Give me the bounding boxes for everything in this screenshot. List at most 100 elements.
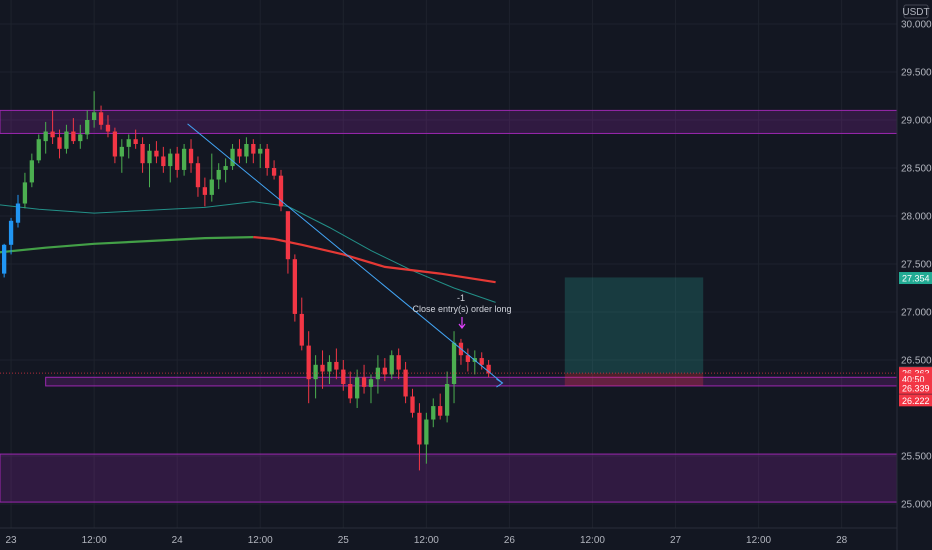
price-tag-label: 27.354 <box>902 274 930 284</box>
price-tick-label: 26.500 <box>901 356 932 367</box>
candle-body[interactable] <box>216 169 221 180</box>
candle-body[interactable] <box>175 153 180 170</box>
time-tick-label: 24 <box>172 535 184 546</box>
currency-badge[interactable] <box>903 4 929 19</box>
candle-body[interactable] <box>410 396 415 413</box>
candle-body[interactable] <box>348 384 353 399</box>
candle-body[interactable] <box>71 131 76 142</box>
candle-body[interactable] <box>78 134 83 142</box>
price-tag-label: 26.222 <box>902 396 930 406</box>
time-tick-label: 12:00 <box>580 535 605 546</box>
trendline-segment[interactable] <box>187 123 503 384</box>
candle-body[interactable] <box>223 166 228 170</box>
candle-body[interactable] <box>396 355 401 370</box>
candle-body[interactable] <box>133 139 138 144</box>
candle-body[interactable] <box>375 367 381 380</box>
candle-body[interactable] <box>147 150 152 164</box>
ma-slow-line-rising <box>0 236 254 254</box>
candle-body[interactable] <box>15 203 21 223</box>
candle-body[interactable] <box>265 148 270 168</box>
candle-body[interactable] <box>29 160 34 183</box>
candle-body[interactable] <box>320 364 325 372</box>
candle-body[interactable] <box>91 112 97 120</box>
candle-body[interactable] <box>292 259 297 314</box>
order-close-text: Close entry(s) order long <box>412 304 511 314</box>
candle-body[interactable] <box>140 144 145 164</box>
price-zone[interactable] <box>45 376 898 387</box>
candle-body[interactable] <box>313 364 318 380</box>
time-tick-label: 27 <box>670 535 682 546</box>
ma-fast-line <box>0 201 496 303</box>
candle-body[interactable] <box>258 148 263 154</box>
candle-body[interactable] <box>244 144 249 157</box>
candle-body[interactable] <box>195 163 201 188</box>
price-tag-label: 26.339 <box>902 383 930 393</box>
candle-body[interactable] <box>64 131 69 149</box>
candle-body[interactable] <box>36 139 41 161</box>
candle-body[interactable] <box>154 150 159 157</box>
candle-body[interactable] <box>444 384 450 416</box>
candle-body[interactable] <box>119 146 124 157</box>
grid <box>0 0 897 528</box>
time-tick-label: 12:00 <box>82 535 107 546</box>
time-tick-label: 12:00 <box>248 535 273 546</box>
time-tick-label: 26 <box>504 535 516 546</box>
trendline[interactable] <box>187 123 504 388</box>
candle-body[interactable] <box>126 139 131 147</box>
candle-body[interactable] <box>8 220 14 245</box>
candle-body[interactable] <box>403 369 408 397</box>
candle-body[interactable] <box>424 419 429 445</box>
long-position-box <box>564 277 704 386</box>
candle-body[interactable] <box>438 406 443 416</box>
position-profit-zone[interactable] <box>564 277 704 374</box>
price-tag <box>899 381 932 394</box>
trendline-arrow-icon <box>496 378 504 388</box>
candle-body[interactable] <box>22 182 28 204</box>
candle-body[interactable] <box>2 244 7 274</box>
candle-body[interactable] <box>306 345 311 380</box>
candle-body[interactable] <box>188 148 194 164</box>
candle-body[interactable] <box>271 168 277 176</box>
candle-body[interactable] <box>278 175 284 207</box>
candle-body[interactable] <box>417 412 422 445</box>
candle-body[interactable] <box>43 131 48 142</box>
candle-body[interactable] <box>209 179 214 195</box>
ma-slow-line-falling <box>253 236 496 284</box>
candle-body[interactable] <box>285 211 291 260</box>
candle-body[interactable] <box>431 406 436 420</box>
price-tick-label: 27.500 <box>901 260 932 271</box>
position-loss-zone[interactable] <box>564 373 704 386</box>
candle-body[interactable] <box>389 355 394 375</box>
candle-body[interactable] <box>341 369 346 384</box>
candle-body[interactable] <box>486 364 491 374</box>
price-zone[interactable] <box>0 453 898 503</box>
candle-body[interactable] <box>354 377 360 399</box>
candle-body[interactable] <box>299 313 304 346</box>
candle-body[interactable] <box>112 131 118 157</box>
candle-body[interactable] <box>465 355 471 362</box>
candle-body[interactable] <box>230 148 235 167</box>
candle-body[interactable] <box>327 361 332 372</box>
candle-body[interactable] <box>161 156 166 167</box>
candle-body[interactable] <box>368 379 374 387</box>
candle-body[interactable] <box>85 120 90 135</box>
candle-body[interactable] <box>50 131 55 138</box>
candle-body[interactable] <box>98 112 104 125</box>
candle-body[interactable] <box>334 361 339 370</box>
candle-body[interactable] <box>382 367 387 375</box>
time-tick-label: 28 <box>836 535 848 546</box>
candle-body[interactable] <box>479 358 484 365</box>
currency-label: USDT <box>902 7 929 18</box>
candles[interactable] <box>2 91 491 471</box>
candle-body[interactable] <box>451 342 457 384</box>
candle-body[interactable] <box>168 153 173 167</box>
candle-body[interactable] <box>251 144 256 154</box>
candle-body[interactable] <box>181 148 187 170</box>
candle-body[interactable] <box>361 377 367 387</box>
price-zone[interactable] <box>0 109 898 134</box>
time-tick-label: 25 <box>338 535 350 546</box>
candle-body[interactable] <box>57 137 62 149</box>
candle-body[interactable] <box>202 187 208 195</box>
candle-body[interactable] <box>105 124 111 132</box>
candle-body[interactable] <box>237 148 242 157</box>
